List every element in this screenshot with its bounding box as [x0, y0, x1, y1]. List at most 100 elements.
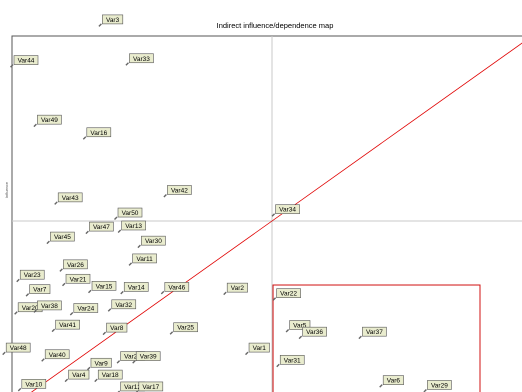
point-label: Var40	[49, 352, 66, 359]
point-label: Var48	[10, 345, 27, 352]
point-label: Var39	[140, 354, 157, 361]
point-label-box	[111, 299, 137, 310]
point-label: Var17	[142, 384, 159, 391]
point-label-box	[55, 319, 80, 330]
point-label-box	[5, 342, 31, 353]
data-point: Var5	[285, 320, 311, 333]
point-label: Var23	[24, 272, 41, 279]
data-point: Var10	[17, 379, 47, 392]
point-label-box	[123, 282, 149, 292]
data-point: Var43	[54, 192, 83, 205]
data-point: Var8	[102, 322, 128, 336]
point-marker	[82, 136, 87, 140]
point-label: Var38	[41, 303, 58, 310]
point-label-box	[173, 322, 198, 333]
data-point: Var47	[85, 221, 114, 235]
point-label-box	[248, 342, 270, 353]
point-label: Var30	[145, 238, 162, 245]
point-marker	[33, 309, 37, 313]
point-marker	[41, 358, 45, 362]
data-point: Var31	[276, 354, 305, 368]
data-point: Var41	[51, 319, 80, 333]
data-point: Var33	[125, 53, 154, 66]
point-label: Var5	[293, 323, 307, 330]
point-marker	[114, 216, 118, 221]
point-label-box	[138, 381, 164, 392]
point-marker	[271, 213, 276, 217]
y-axis-label: Influence	[4, 181, 9, 198]
point-marker	[285, 329, 290, 333]
point-label: Var18	[102, 372, 119, 379]
point-label: Var44	[18, 58, 35, 65]
point-label-box	[276, 288, 301, 299]
data-point: Var16	[82, 127, 112, 140]
point-marker	[128, 262, 133, 266]
data-point: Var36	[298, 326, 327, 340]
data-point: Var38	[33, 300, 62, 313]
point-marker	[17, 387, 22, 392]
point-label: Var13	[125, 223, 142, 230]
data-point: Var15	[88, 280, 117, 294]
point-marker	[14, 311, 18, 315]
point-marker	[69, 312, 74, 316]
point-label-box	[37, 300, 62, 311]
point-label-box	[167, 185, 192, 195]
point-marker	[132, 360, 136, 364]
point-label-box	[164, 282, 190, 292]
point-marker	[272, 297, 277, 301]
point-label: Var9	[95, 360, 109, 367]
point-marker	[117, 390, 121, 392]
point-label-box	[362, 326, 387, 337]
point-marker	[2, 351, 6, 356]
point-label: Var32	[115, 302, 132, 309]
point-label-box	[121, 220, 146, 231]
data-point: Var11	[128, 253, 157, 266]
data-point: Var3	[98, 14, 124, 27]
data-point: Var6	[379, 375, 404, 388]
highlight-box	[272, 284, 481, 392]
point-label: Var47	[93, 224, 110, 231]
point-label: Var20	[22, 305, 39, 312]
point-marker	[107, 308, 112, 312]
point-marker	[25, 293, 30, 297]
data-point: Var48	[2, 342, 31, 356]
point-label: Var50	[122, 210, 139, 217]
point-label: Var31	[284, 357, 301, 364]
point-label-box	[97, 369, 123, 380]
point-label: Var1	[253, 345, 267, 352]
point-label: Var8	[110, 325, 124, 332]
point-label-box	[21, 379, 47, 389]
point-label-box	[44, 349, 70, 360]
point-marker	[116, 360, 121, 364]
point-label-box	[86, 127, 112, 138]
point-marker	[163, 193, 167, 198]
point-label-box	[279, 354, 305, 365]
data-point: Var7	[25, 284, 51, 297]
point-label: Var3	[106, 17, 120, 24]
data-point: Var50	[114, 207, 143, 221]
data-point: Var40	[41, 349, 70, 362]
point-label: Var16	[90, 130, 107, 137]
data-point: Var49	[33, 114, 62, 128]
point-label-box	[68, 369, 90, 380]
data-point: Var45	[46, 231, 75, 245]
point-label: Var14	[128, 284, 145, 291]
point-marker	[169, 331, 174, 335]
point-label: Var29	[431, 382, 448, 389]
data-point: Var18	[94, 369, 123, 383]
data-point: Var2	[223, 282, 248, 296]
point-label: Var42	[171, 187, 188, 194]
data-point: Var34	[271, 204, 300, 217]
point-marker	[137, 244, 141, 249]
point-marker	[160, 290, 165, 295]
point-label-box	[65, 273, 91, 284]
point-label: Var27	[124, 354, 141, 361]
point-label-box	[132, 253, 157, 264]
point-marker	[223, 291, 227, 296]
point-marker	[117, 229, 122, 233]
data-point: Var42	[163, 185, 192, 198]
point-marker	[358, 335, 362, 340]
point-label-box	[57, 192, 83, 203]
point-marker	[102, 331, 107, 336]
